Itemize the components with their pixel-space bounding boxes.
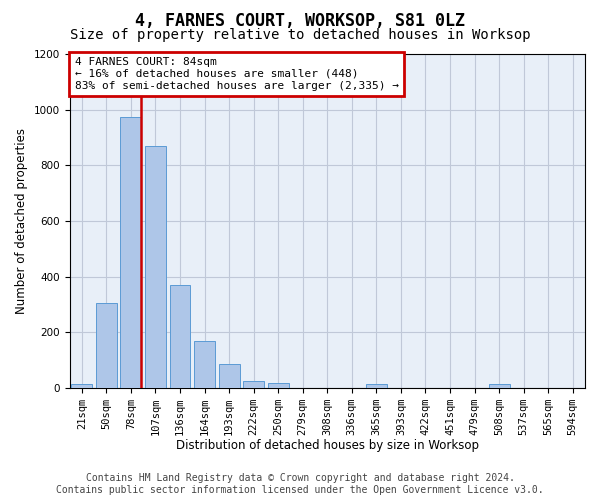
Bar	[145, 146, 166, 388]
Text: 4, FARNES COURT, WORKSOP, S81 0LZ: 4, FARNES COURT, WORKSOP, S81 0LZ	[135, 12, 465, 30]
Bar	[488, 384, 509, 388]
Bar	[121, 116, 142, 388]
Bar	[218, 364, 239, 388]
Bar	[194, 341, 215, 388]
Bar	[170, 285, 190, 388]
X-axis label: Distribution of detached houses by size in Worksop: Distribution of detached houses by size …	[176, 440, 479, 452]
Text: Size of property relative to detached houses in Worksop: Size of property relative to detached ho…	[70, 28, 530, 42]
Bar	[71, 384, 92, 388]
Text: 4 FARNES COURT: 84sqm
← 16% of detached houses are smaller (448)
83% of semi-det: 4 FARNES COURT: 84sqm ← 16% of detached …	[74, 58, 398, 90]
Bar	[268, 383, 289, 388]
Bar	[96, 303, 117, 388]
Bar	[243, 380, 264, 388]
Bar	[366, 384, 387, 388]
Y-axis label: Number of detached properties: Number of detached properties	[15, 128, 28, 314]
Text: Contains HM Land Registry data © Crown copyright and database right 2024.
Contai: Contains HM Land Registry data © Crown c…	[56, 474, 544, 495]
